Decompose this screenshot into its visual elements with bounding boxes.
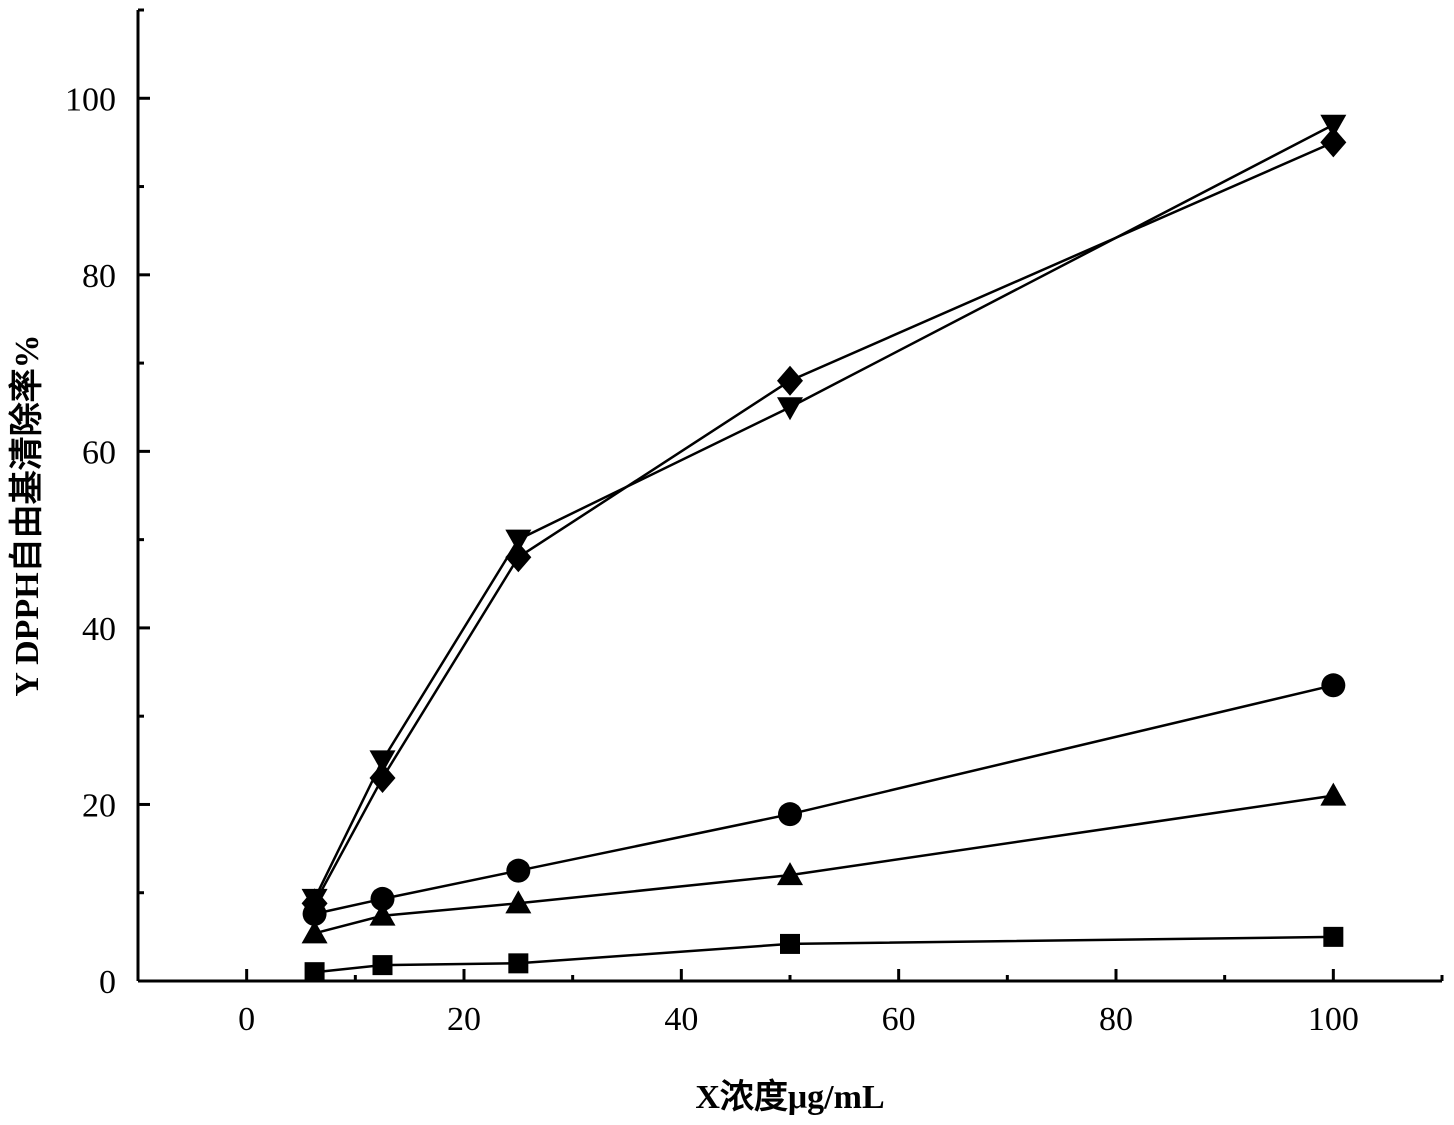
series-layer [301,114,1347,983]
y-tick-label: 40 [82,611,116,648]
x-tick-label: 20 [447,1001,481,1038]
data-point-square [372,955,393,976]
data-point-square [780,933,800,954]
series-line [313,141,1334,904]
y-axis-title: Y DPPH自由基清除率% [7,334,46,696]
data-point-triangle-up [301,920,328,944]
data-point-triangle-up [369,902,396,926]
data-point-circle [778,802,802,827]
series-circle [302,673,1346,926]
y-tick-label: 20 [82,787,116,824]
data-point-circle [370,886,395,911]
y-tick-label: 60 [82,434,116,471]
data-point-circle [1321,673,1346,698]
y-tick-label: 80 [82,258,116,295]
series-triangle-down [301,114,1347,912]
series-triangle-up [301,782,1347,944]
x-tick-label: 0 [238,1001,255,1038]
data-point-triangle-down [777,397,803,421]
x-tick-label: 100 [1308,1001,1359,1038]
data-point-diamond [369,762,396,793]
data-point-triangle-down [505,529,532,553]
x-tick-label: 60 [882,1001,916,1038]
data-point-diamond [1320,127,1347,158]
data-point-square [304,962,325,983]
data-point-circle [506,858,531,883]
axes: 0 20 40 60 80 100 0 20 40 60 80 100 [65,8,1444,1038]
series-square [304,926,1344,983]
data-point-triangle-down [1320,114,1347,138]
x-tick-label: 40 [664,1001,698,1038]
data-point-diamond [505,542,532,573]
data-point-square [1323,926,1344,947]
series-line [314,794,1334,935]
data-point-square [508,953,529,974]
data-point-triangle-up [505,890,532,914]
series-diamond [301,127,1347,919]
series-line [314,935,1334,974]
data-point-diamond [301,888,328,919]
data-point-triangle-down [369,750,396,774]
data-point-triangle-up [1320,782,1347,806]
series-line [314,684,1334,916]
data-point-triangle-up [777,862,803,886]
y-tick-label: 100 [65,81,116,118]
x-tick-label: 80 [1099,1001,1133,1038]
y-tick-label: 0 [99,964,116,1001]
data-point-diamond [777,365,803,396]
series-line [313,123,1334,900]
x-axis-title: X浓度μg/mL [695,1078,884,1116]
